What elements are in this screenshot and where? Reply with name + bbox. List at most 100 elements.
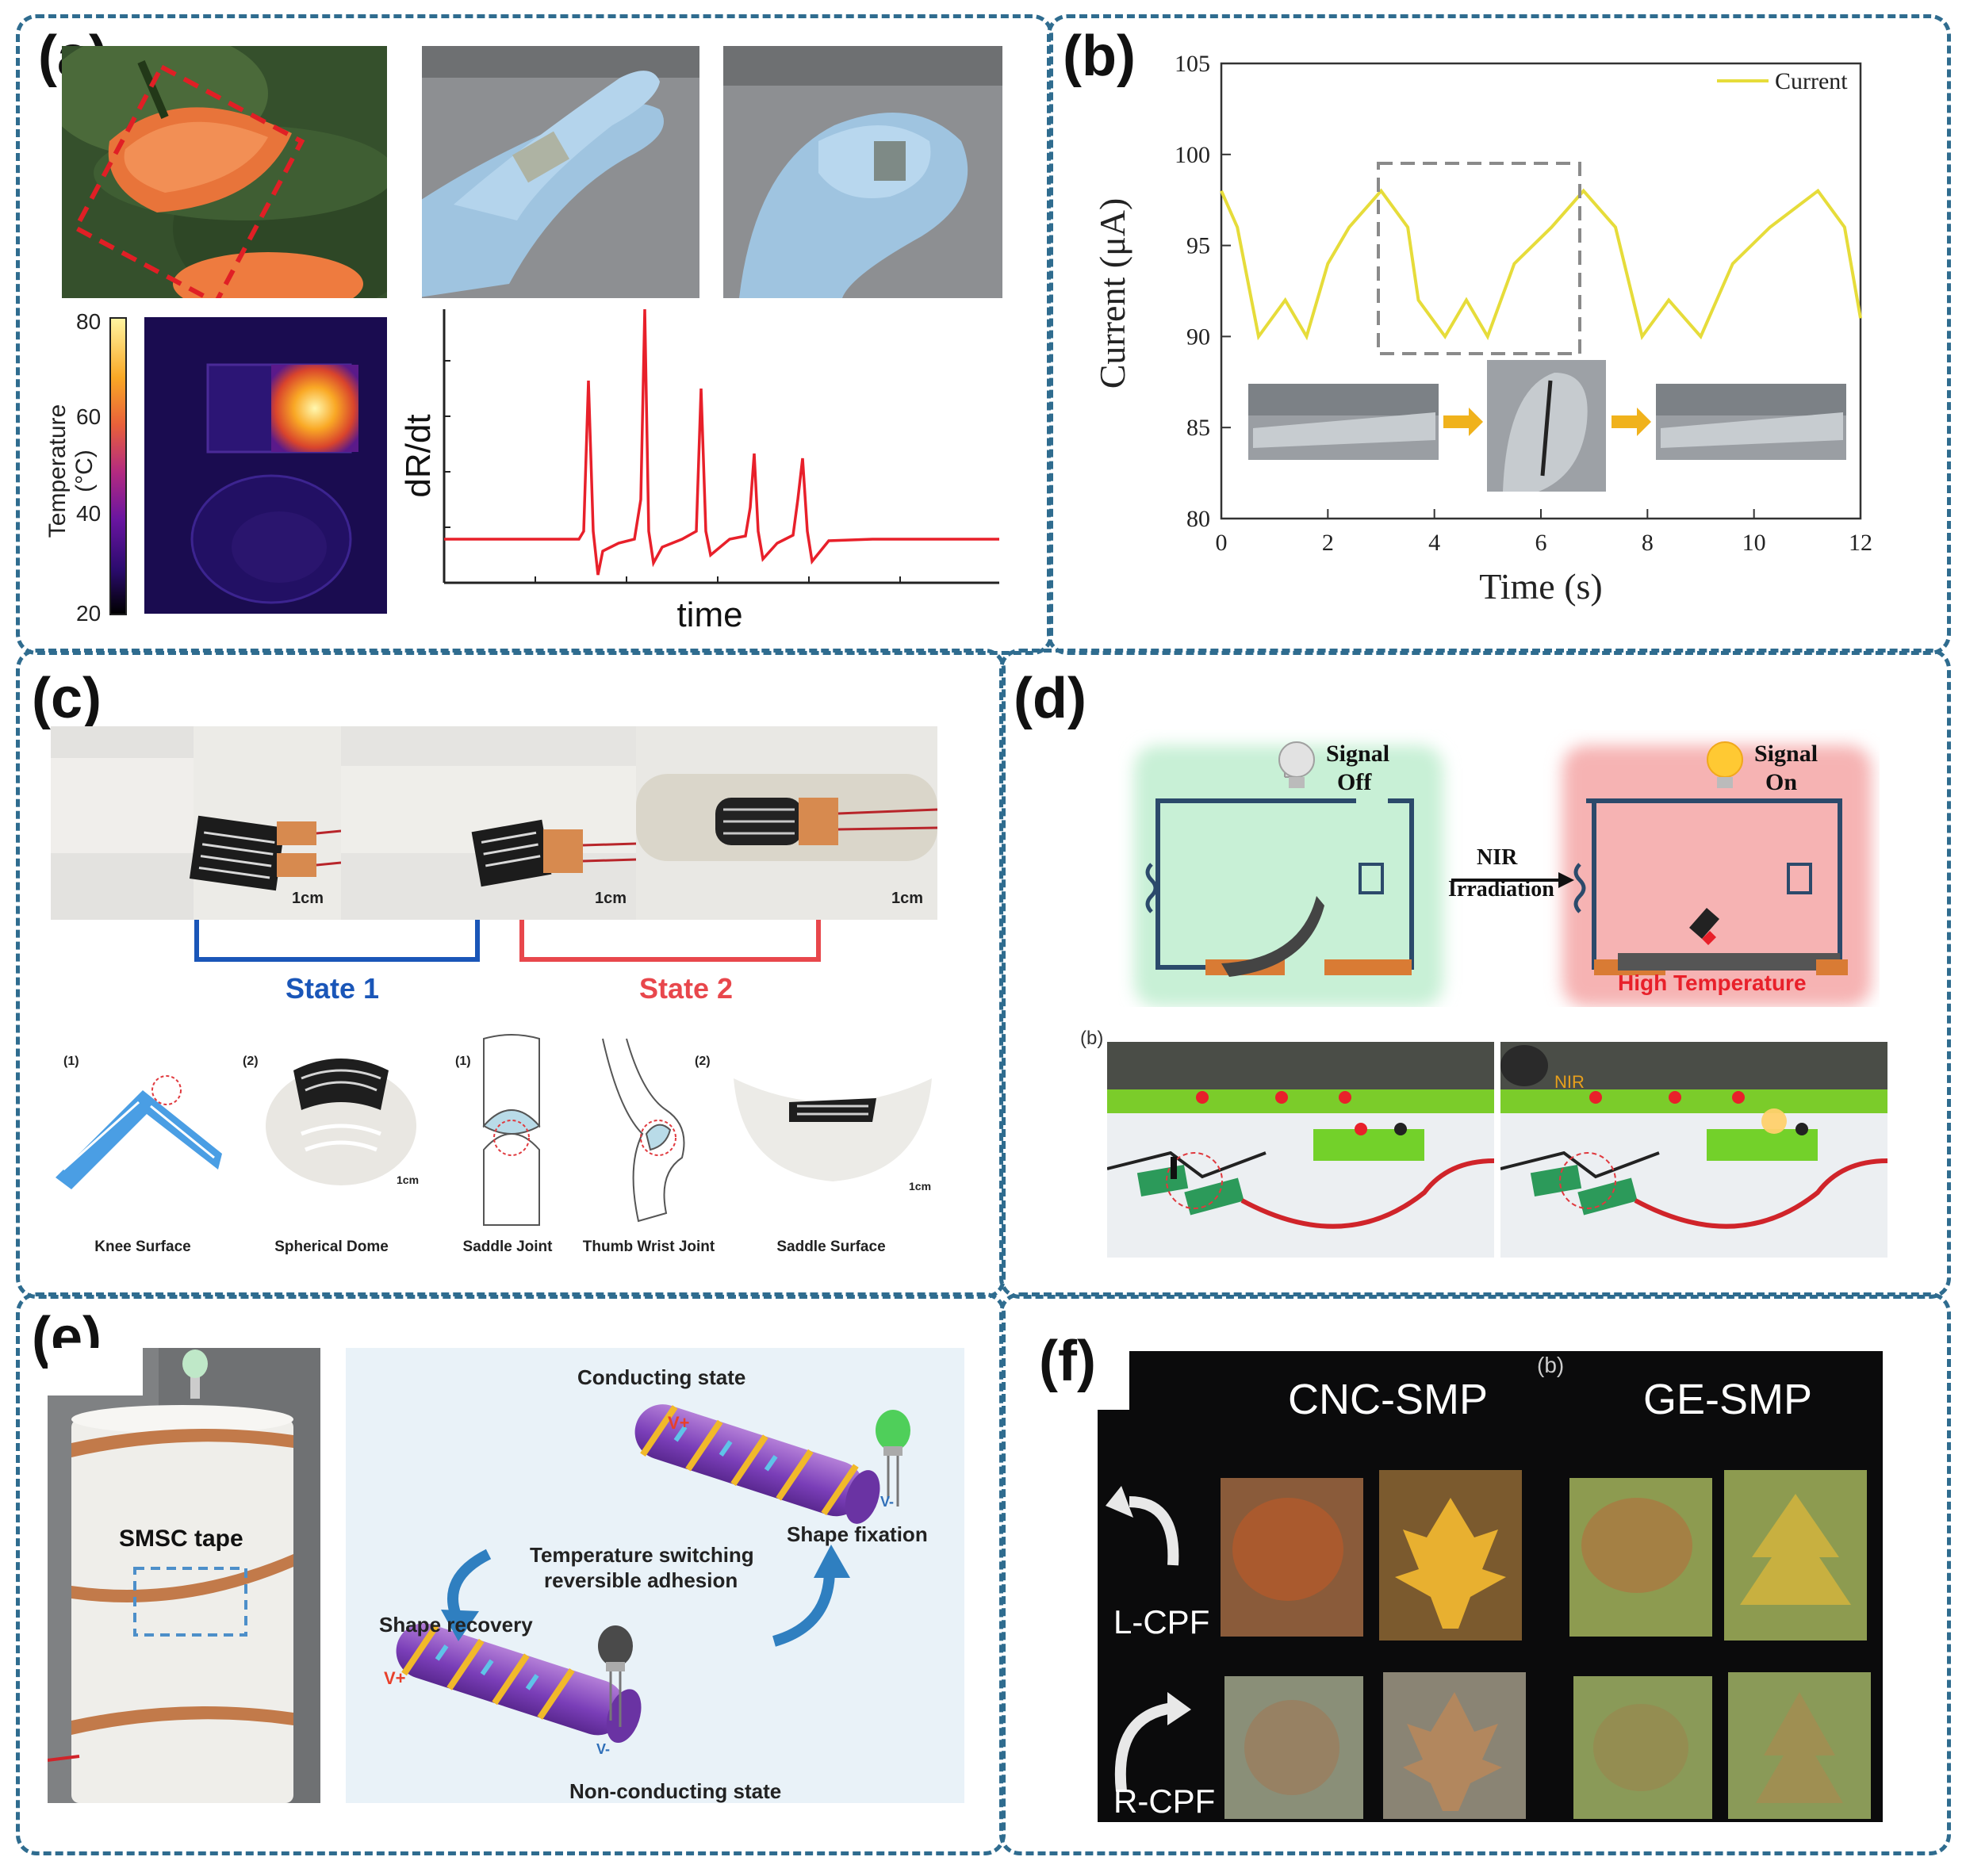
scale-bar-3: 1cm: [891, 890, 924, 907]
y-tick-label: 105: [1175, 51, 1210, 77]
conducting-state-label: Conducting state: [577, 1365, 746, 1389]
y-tick-label: 85: [1186, 415, 1210, 441]
y-tick-label: 90: [1186, 324, 1210, 350]
saddle-surface-drawing: [734, 1078, 932, 1181]
x-tick-label: 10: [1742, 530, 1766, 556]
y-tick-label: 80: [1186, 506, 1210, 532]
subnum-2b: (2): [695, 1055, 711, 1068]
current-series-line: [1220, 188, 1862, 341]
dr-dt-ylabel: dR/dt: [399, 414, 438, 497]
spherical-dome-drawing: [266, 1059, 416, 1185]
colorbar-tick-60: 60: [76, 404, 102, 429]
x-tick-label: 2: [1322, 530, 1334, 556]
pepper-plant-photo: [62, 46, 387, 298]
colorbar-tick-40: 40: [76, 501, 102, 526]
shape-recovery-label: Shape recovery: [379, 1613, 533, 1637]
dr-dt-xlabel: time: [676, 595, 742, 634]
smsc-tape-label: SMSC tape: [119, 1526, 243, 1552]
v-plus-bottom: V+: [384, 1668, 406, 1688]
subnum-1a: (1): [63, 1055, 79, 1068]
switching-line2: reversible adhesion: [544, 1568, 738, 1592]
signal-off-line1: Signal: [1326, 741, 1390, 767]
scale-bar-dome: 1cm: [397, 1173, 420, 1186]
x-tick-label: 0: [1216, 530, 1228, 556]
current-time-chart: 80 85 90 95 100 105 0 2 4 6 8 10 12 Current Current…: [1092, 51, 1872, 607]
shape-fixation-label: Shape fixation: [787, 1522, 928, 1546]
panel-c-border: [16, 649, 1006, 1299]
v-minus-bottom: V-: [596, 1741, 611, 1757]
scale-bar-2: 1cm: [595, 890, 627, 907]
subnum-2a: (2): [243, 1055, 259, 1068]
caption-knee: Knee Surface: [94, 1239, 191, 1255]
caption-dome: Spherical Dome: [274, 1239, 389, 1255]
state-2-label: State 2: [639, 972, 734, 1005]
signal-off-line2: Off: [1337, 769, 1372, 795]
nir-label: NIR: [1477, 845, 1518, 870]
highlight-dashed-box: [1377, 162, 1581, 355]
panel-label-c: (c): [32, 667, 102, 730]
saddle-joint-drawing: [482, 1034, 541, 1226]
scale-bar-1: 1cm: [292, 890, 324, 907]
gloved-finger-bent-photo: [723, 46, 1002, 298]
x-tick-label: 12: [1849, 530, 1872, 556]
panel-label-d: (d): [1014, 667, 1086, 730]
gloved-finger-straight-photo: [422, 46, 699, 298]
colorbar-tick-20: 20: [76, 601, 102, 626]
panel-f-border: [999, 1292, 1951, 1855]
thermal-image: [144, 317, 387, 614]
panel-e-border: [16, 1292, 1006, 1855]
y-axis-label: Current (μA): [1092, 198, 1132, 389]
caption-saddle-surface: Saddle Surface: [776, 1239, 886, 1255]
thumb-wrist-drawing: [602, 1038, 685, 1223]
panel-d-border: [999, 649, 1951, 1299]
irradiation-label: Irradiation: [1448, 877, 1554, 902]
circuit-diagram: [1134, 741, 1872, 1007]
legend-label: Current: [1775, 68, 1848, 94]
switching-line1: Temperature switching: [530, 1543, 754, 1567]
panel-b-border: [1047, 14, 1951, 655]
panel-a-border: [16, 14, 1053, 655]
caption-saddle-joint: Saddle Joint: [462, 1239, 553, 1255]
caption-thumb-wrist: Thumb Wrist Joint: [582, 1239, 715, 1255]
sensor-state1-bent-photo: [341, 726, 636, 920]
row-label-r-cpf: R-CPF: [1113, 1782, 1216, 1820]
smsc-tape-cylinder-photo: [48, 1348, 320, 1803]
y-tick-label: 95: [1186, 233, 1210, 259]
conducting-mechanism-diagram: [346, 1348, 964, 1803]
scale-bar-saddle: 1cm: [909, 1180, 932, 1193]
circuit-photo-on: [1500, 1042, 1887, 1258]
sensor-state1-flat-photo: [51, 726, 341, 920]
photo-nir-label: NIR: [1554, 1072, 1585, 1092]
dr-dt-plot: dR/dt time: [399, 308, 999, 634]
column-label-ge-smp: GE-SMP: [1643, 1376, 1813, 1423]
x-axis-label: Time (s): [1479, 566, 1603, 607]
circuit-photo-off: [1107, 1042, 1494, 1258]
row-label-l-cpf: L-CPF: [1113, 1603, 1210, 1641]
state-brackets: [194, 920, 821, 962]
panel-label-f: (f): [1039, 1330, 1096, 1393]
x-tick-label: 8: [1642, 530, 1654, 556]
arm-bent-photo: [1487, 360, 1606, 492]
panel-d-sub-label: (b): [1080, 1028, 1104, 1049]
high-temperature-label: High Temperature: [1618, 971, 1807, 995]
chiral-photonic-film-photo: [1098, 1351, 1883, 1822]
arm-straight-photo-2: [1656, 384, 1846, 460]
state-1-label: State 1: [286, 972, 380, 1005]
y-tick-label: 100: [1175, 142, 1210, 168]
signal-on-line2: On: [1765, 769, 1798, 795]
sensor-state2-tube-photo: [636, 726, 937, 920]
panel-f-sub-label: (b): [1537, 1353, 1565, 1377]
temperature-colorbar: [109, 317, 127, 615]
column-label-cnc-smp: CNC-SMP: [1288, 1376, 1488, 1423]
arm-straight-photo-1: [1248, 384, 1439, 460]
signal-on-line1: Signal: [1754, 741, 1818, 767]
non-conducting-label: Non-conducting state: [569, 1779, 782, 1803]
knee-surface-drawing: [56, 1075, 222, 1189]
v-plus-top: V+: [668, 1413, 690, 1433]
v-minus-top: V-: [880, 1494, 895, 1510]
panel-label-b: (b): [1063, 25, 1136, 88]
x-tick-label: 4: [1428, 530, 1440, 556]
subnum-1b: (1): [455, 1055, 471, 1068]
arrow-right-1: [1443, 408, 1483, 436]
arrow-right-2: [1612, 408, 1651, 436]
